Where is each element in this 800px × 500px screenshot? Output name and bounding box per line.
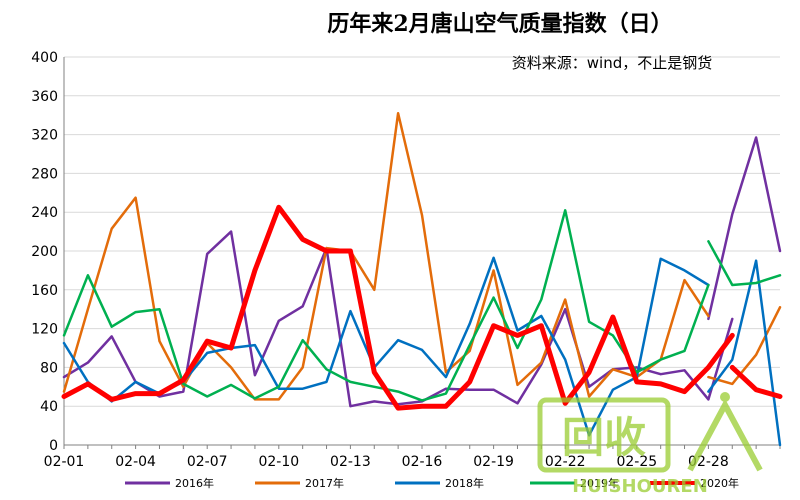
chart-subtitle: 资料来源：wind，不止是钢货 [512,54,712,72]
series-lines [61,112,783,447]
y-tick-label: 40 [40,399,58,415]
series-line-2019年 [707,240,782,287]
y-tick-label: 0 [49,438,58,454]
legend-label: 2017年 [305,476,344,490]
series-line-2016年 [707,136,782,321]
x-tick-label: 02-04 [115,454,156,470]
series-line-2018年 [62,256,710,437]
series-line-2020年 [729,364,783,399]
watermark-person-icon [687,398,763,472]
y-tick-label: 200 [31,244,58,260]
series-line-2018年 [707,259,782,447]
y-tick-label: 320 [31,128,58,144]
legend-label: 2016年 [175,476,214,490]
series-line-2017年 [62,112,710,401]
y-tick-label: 400 [31,50,58,66]
legend: 2016年 2017年 2018年 2019年 2020年 [125,476,739,490]
legend-label: 2019年 [580,476,619,490]
x-tick-label: 02-22 [545,454,586,470]
watermark-logo-box [537,397,671,473]
y-tick-label: 240 [31,205,58,221]
legend-label: 2020年 [700,476,739,490]
y-tick-label: 360 [31,89,58,105]
x-tick-label: 02-19 [473,454,514,470]
series-line-2020年 [61,204,735,411]
legend-label: 2018年 [445,476,484,490]
grid [64,56,780,446]
x-tick-label: 02-07 [187,454,228,470]
chart-title: 历年来2月唐山空气质量指数（日） [327,11,672,37]
x-tick-label: 02-16 [402,454,443,470]
y-tick-label: 80 [40,360,58,376]
x-tick-label: 02-10 [258,454,299,470]
watermark-logo-pinyin: HUISHOUREN [572,476,708,497]
watermark-logo-text: 回收 [562,413,646,462]
x-tick-label: 02-13 [330,454,371,470]
x-tick-label: 02-01 [44,454,85,470]
y-tick-label: 280 [31,166,58,182]
y-tick-label: 120 [31,322,58,338]
watermark-dot-icon [720,392,730,402]
y-tick-label: 160 [31,283,58,299]
axes: 0 40 80 120 160 200 240 280 320 360 400 02-01 02-04 0… [31,50,781,470]
x-tick-label: 02-25 [616,454,657,470]
watermark: 回收 HUISHOUREN [537,392,763,497]
series-line-2017年 [707,306,782,386]
